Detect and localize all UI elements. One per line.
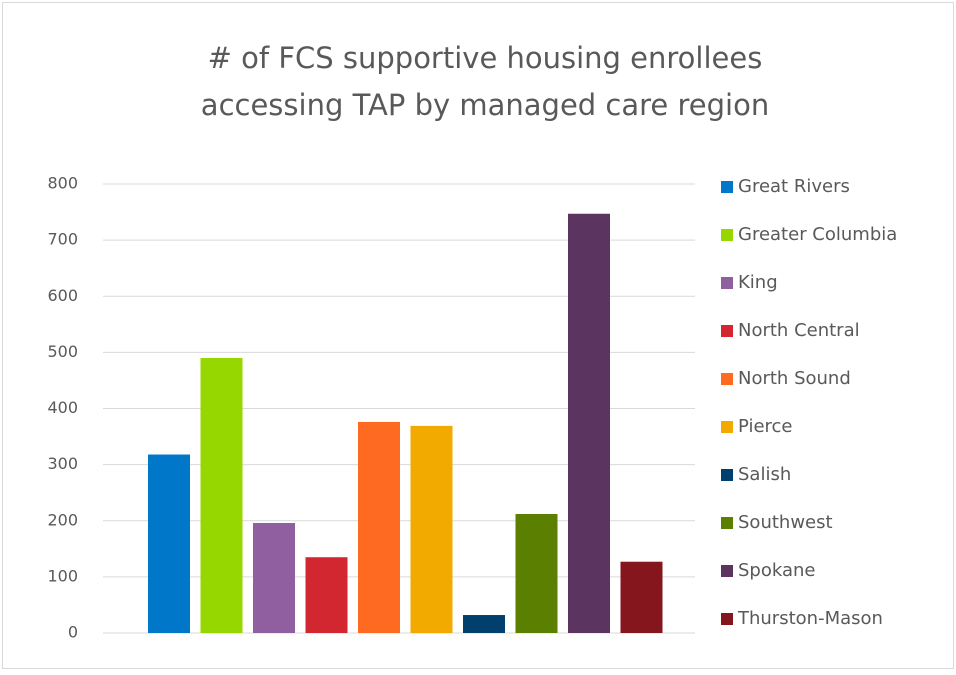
legend-swatch bbox=[721, 565, 733, 577]
legend-label: North Sound bbox=[738, 368, 851, 389]
legend-label: Southwest bbox=[738, 512, 833, 533]
y-tick-label: 500 bbox=[47, 342, 78, 361]
legend-swatch bbox=[721, 229, 733, 241]
y-tick-label: 0 bbox=[68, 623, 78, 642]
legend-swatch bbox=[721, 517, 733, 529]
legend-label: Great Rivers bbox=[738, 176, 850, 197]
legend-swatch bbox=[721, 373, 733, 385]
bar bbox=[253, 522, 295, 633]
bar bbox=[148, 454, 190, 633]
legend-label: North Central bbox=[738, 320, 860, 341]
y-tick-label: 100 bbox=[47, 566, 78, 585]
y-tick-label: 300 bbox=[47, 454, 78, 473]
legend-swatch bbox=[721, 325, 733, 337]
y-tick-label: 200 bbox=[47, 510, 78, 529]
legend-label: Pierce bbox=[738, 416, 793, 437]
legend-swatch bbox=[721, 421, 733, 433]
y-tick-label: 600 bbox=[47, 286, 78, 305]
legend-swatch bbox=[721, 181, 733, 193]
legend-label: Spokane bbox=[738, 560, 815, 581]
chart-title: accessing TAP by managed care region bbox=[201, 88, 769, 122]
bar bbox=[463, 615, 505, 633]
bar bbox=[410, 425, 453, 633]
legend-swatch bbox=[721, 469, 733, 481]
bar bbox=[305, 557, 348, 633]
legend-swatch bbox=[721, 613, 733, 625]
y-tick-label: 700 bbox=[47, 230, 78, 249]
bar bbox=[358, 421, 400, 633]
y-tick-label: 400 bbox=[47, 398, 78, 417]
legend-label: Greater Columbia bbox=[738, 224, 897, 245]
legend-label: Salish bbox=[738, 464, 791, 485]
bar bbox=[620, 561, 663, 633]
legend-label: King bbox=[738, 272, 778, 293]
bar bbox=[568, 213, 610, 633]
bar bbox=[515, 514, 558, 633]
legend-swatch bbox=[721, 277, 733, 289]
bar bbox=[200, 357, 243, 633]
y-tick-label: 800 bbox=[47, 174, 78, 193]
legend-label: Thurston-Mason bbox=[737, 608, 883, 629]
chart-title: # of FCS supportive housing enrollees bbox=[208, 41, 763, 75]
